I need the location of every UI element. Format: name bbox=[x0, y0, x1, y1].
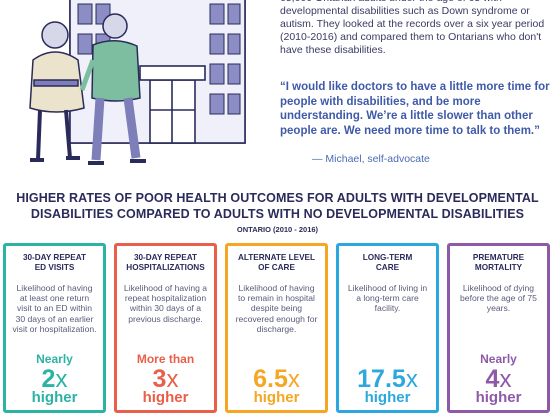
card-title: PREMATURE MORTALITY bbox=[472, 253, 525, 273]
card-description: Likelihood of having a repeat hospitaliz… bbox=[123, 283, 208, 324]
stat-card-premature-mortality: PREMATURE MORTALITY Likelihood of dying b… bbox=[447, 243, 550, 413]
couple-walking-hospital-illustration bbox=[29, 0, 246, 165]
man-figure-icon bbox=[79, 13, 146, 165]
stat-card-repeat-ed-visits: 30-DAY REPEAT ED VISITS Likelihood of hav… bbox=[3, 243, 106, 413]
stat-card-alternate-level-of-care: ALTERNATE LEVEL OF CARE Likelihood of hav… bbox=[225, 243, 328, 413]
section-heading-line-1: HIGHER RATES OF POOR HEALTH OUTCOMES FOR… bbox=[16, 191, 539, 205]
card-description: Likelihood of having to remain in hospit… bbox=[235, 283, 318, 334]
card-value: 3x bbox=[152, 365, 179, 393]
card-higher-label: higher bbox=[142, 389, 189, 406]
card-value: 4x bbox=[485, 365, 512, 393]
card-description: Likelihood of living in a long-term care… bbox=[347, 283, 428, 314]
card-title: ALTERNATE LEVEL OF CARE bbox=[237, 253, 316, 273]
woman-figure-icon bbox=[29, 21, 85, 162]
card-value: 2x bbox=[41, 365, 68, 393]
stat-card-long-term-care: LONG-TERM CARE Likelihood of living in a … bbox=[336, 243, 439, 413]
intro-text: 65,000 Ontarian adults under the age of … bbox=[280, 0, 545, 56]
illustration bbox=[0, 0, 270, 180]
section-heading: HIGHER RATES OF POOR HEALTH OUTCOMES FOR… bbox=[0, 191, 555, 222]
card-qualifier: Nearly bbox=[480, 352, 517, 366]
card-qualifier: Nearly bbox=[36, 352, 73, 366]
card-title: 30-DAY REPEAT ED VISITS bbox=[22, 253, 87, 273]
section-subheading: ONTARIO (2010 - 2016) bbox=[236, 225, 319, 234]
card-description: Likelihood of having at least one return… bbox=[12, 283, 97, 334]
card-qualifier: More than bbox=[136, 352, 195, 366]
section-heading-line-2: DISABILITIES COMPARED TO ADULTS WITH NO … bbox=[30, 206, 525, 221]
card-title: LONG-TERM CARE bbox=[362, 253, 413, 273]
card-higher-label: higher bbox=[253, 389, 300, 406]
quote-attribution: — Michael, self-advocate bbox=[312, 153, 430, 165]
card-value: 6.5x bbox=[253, 365, 300, 393]
card-higher-label: higher bbox=[475, 389, 522, 406]
card-description: Likelihood of dying before the age of 75… bbox=[460, 283, 537, 314]
stat-card-repeat-hospitalizations: 30-DAY REPEAT HOSPITALIZATIONS Likelihood… bbox=[114, 243, 217, 413]
pull-quote: “I would like doctors to have a little m… bbox=[280, 81, 550, 137]
card-higher-label: higher bbox=[364, 389, 411, 406]
card-higher-label: higher bbox=[31, 389, 78, 406]
card-value: 17.5x bbox=[357, 365, 418, 393]
card-title: 30-DAY REPEAT HOSPITALIZATIONS bbox=[126, 253, 205, 273]
